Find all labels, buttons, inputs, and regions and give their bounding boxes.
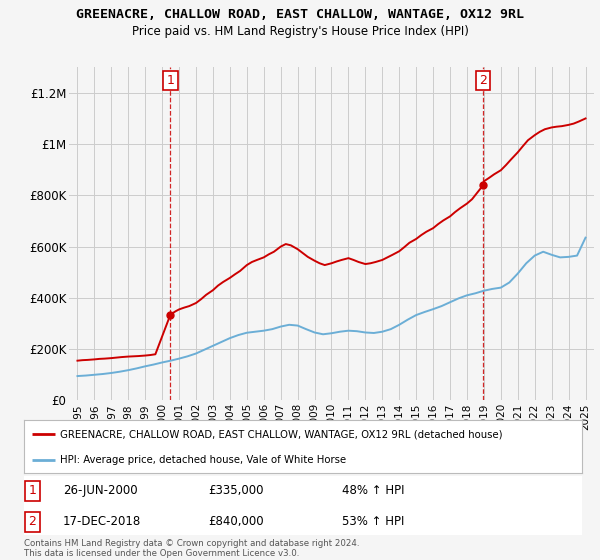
Text: 2: 2 [479,74,487,87]
Text: 17-DEC-2018: 17-DEC-2018 [63,515,142,529]
Text: HPI: Average price, detached house, Vale of White Horse: HPI: Average price, detached house, Vale… [60,455,346,465]
Text: £335,000: £335,000 [208,484,263,497]
Text: GREENACRE, CHALLOW ROAD, EAST CHALLOW, WANTAGE, OX12 9RL: GREENACRE, CHALLOW ROAD, EAST CHALLOW, W… [76,8,524,21]
Text: 1: 1 [28,484,37,497]
Text: £840,000: £840,000 [208,515,264,529]
Text: 2: 2 [28,515,37,529]
Text: 1: 1 [167,74,175,87]
Text: Price paid vs. HM Land Registry's House Price Index (HPI): Price paid vs. HM Land Registry's House … [131,25,469,38]
Text: 26-JUN-2000: 26-JUN-2000 [63,484,137,497]
Text: Contains HM Land Registry data © Crown copyright and database right 2024.
This d: Contains HM Land Registry data © Crown c… [24,539,359,558]
Text: 53% ↑ HPI: 53% ↑ HPI [342,515,404,529]
Text: GREENACRE, CHALLOW ROAD, EAST CHALLOW, WANTAGE, OX12 9RL (detached house): GREENACRE, CHALLOW ROAD, EAST CHALLOW, W… [60,430,503,440]
Text: 48% ↑ HPI: 48% ↑ HPI [342,484,404,497]
